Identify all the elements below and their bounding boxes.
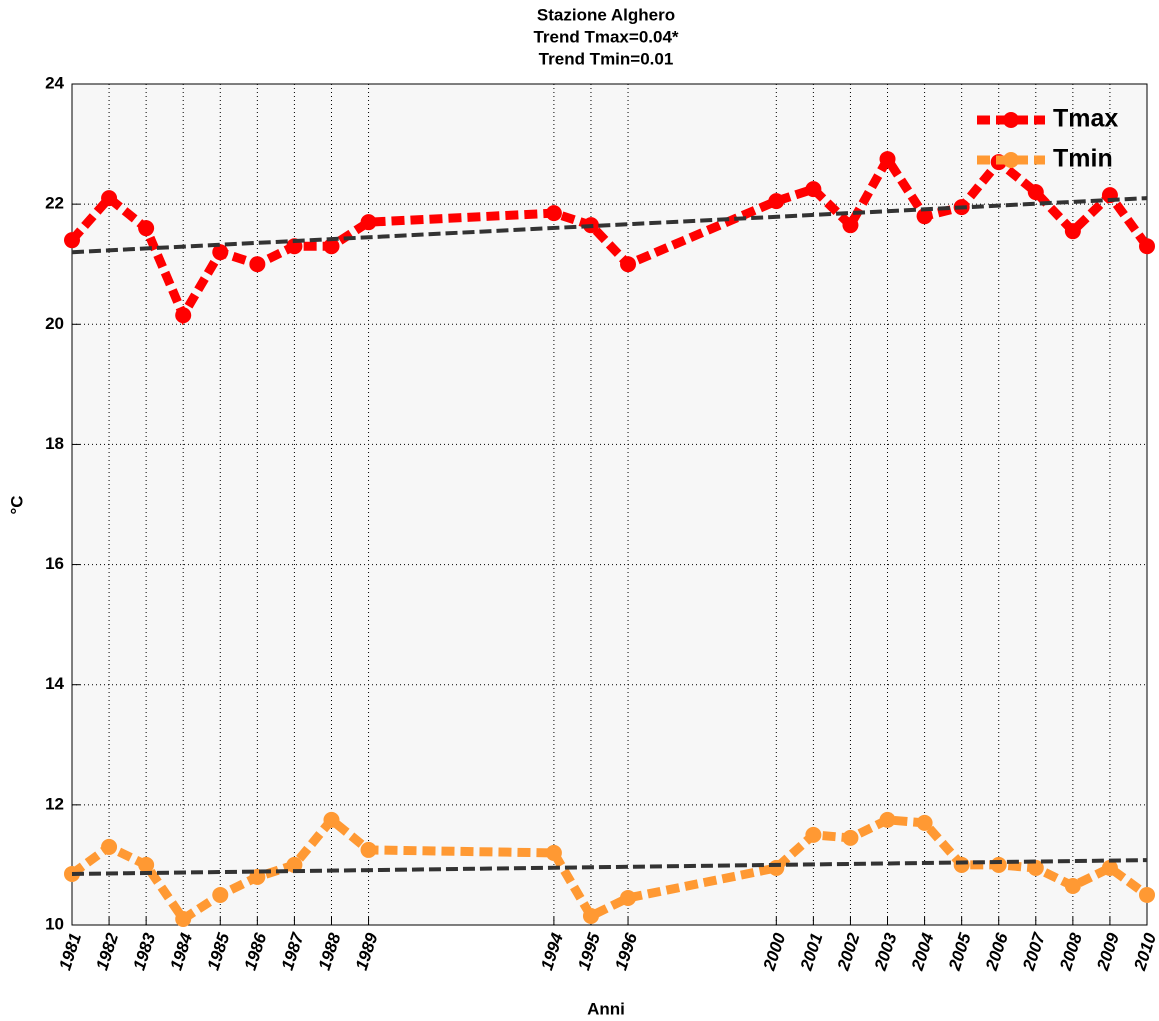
data-point	[175, 307, 192, 324]
data-point	[916, 208, 933, 225]
y-axis-label: °C	[7, 495, 26, 514]
data-point	[64, 232, 80, 249]
data-point	[323, 811, 340, 828]
data-point	[545, 205, 562, 222]
data-point	[620, 256, 637, 273]
data-point	[212, 244, 229, 261]
data-point	[286, 856, 303, 873]
data-point	[1027, 859, 1044, 876]
data-point	[805, 181, 822, 198]
data-point	[1139, 886, 1155, 903]
legend-marker	[1003, 152, 1019, 168]
data-point	[360, 214, 377, 231]
x-tick-label: 1983	[129, 930, 159, 972]
x-tick-label: 2000	[759, 930, 789, 973]
data-point	[842, 217, 859, 234]
data-point	[1064, 877, 1081, 894]
x-axis-label: Anni	[587, 999, 625, 1018]
legend-label: Tmin	[1053, 145, 1113, 173]
data-point	[1101, 859, 1118, 876]
data-point	[323, 238, 340, 255]
x-tick-label: 2005	[945, 930, 975, 973]
data-point	[101, 838, 118, 855]
x-tick-label: 1984	[167, 930, 197, 972]
data-point	[545, 844, 562, 861]
data-line	[69, 813, 1150, 926]
x-tick-label: 2003	[871, 930, 901, 973]
trend-line	[71, 858, 1148, 876]
data-point	[212, 886, 229, 903]
y-tick-label: 12	[45, 794, 64, 813]
data-point	[360, 841, 377, 858]
x-tick-label: 1982	[92, 930, 122, 972]
data-point	[138, 220, 155, 237]
x-tick-label: 1988	[315, 930, 345, 972]
x-tick-label: 2001	[796, 931, 826, 974]
chart-title: Stazione Alghero	[537, 5, 675, 24]
data-point	[101, 190, 118, 207]
x-tick-label: 2006	[982, 930, 1012, 973]
data-point	[175, 910, 192, 927]
x-tick-label: 2007	[1019, 929, 1050, 973]
data-point	[768, 193, 785, 210]
data-point	[1139, 238, 1155, 255]
x-tick-label: 1995	[574, 930, 604, 972]
x-tick-label: 2008	[1056, 930, 1086, 973]
data-point	[582, 907, 599, 924]
y-tick-label: 24	[45, 73, 64, 92]
x-tick-label: 1985	[204, 930, 234, 972]
x-tick-label: 2010	[1130, 930, 1159, 973]
data-point	[842, 829, 859, 846]
data-point	[879, 151, 896, 168]
y-tick-label: 20	[45, 314, 64, 333]
data-point	[620, 889, 637, 906]
x-tick-label: 1981	[55, 931, 85, 973]
x-tick-label: 2004	[908, 930, 938, 973]
x-tick-label: 1987	[278, 929, 308, 972]
y-tick-label: 22	[45, 194, 64, 213]
trend-line	[71, 196, 1148, 255]
data-point	[138, 856, 155, 873]
data-point	[1027, 184, 1044, 201]
y-tick-label: 10	[45, 914, 64, 933]
x-tick-label: 1989	[352, 930, 382, 972]
data-point	[768, 859, 785, 876]
chart-title: Trend Tmin=0.01	[539, 49, 674, 68]
data-point	[1064, 223, 1081, 240]
y-tick-label: 16	[45, 554, 64, 573]
legend-label: Tmax	[1053, 105, 1118, 133]
chart-title: Trend Tmax=0.04*	[533, 27, 678, 46]
data-point	[916, 814, 933, 831]
x-tick-label: 1996	[611, 930, 641, 972]
data-point	[879, 811, 896, 828]
data-point	[953, 856, 970, 873]
legend-marker	[1003, 112, 1019, 128]
plot-area	[72, 84, 1147, 925]
plot-frame	[71, 83, 1148, 926]
data-point	[990, 856, 1007, 873]
x-tick-label: 1986	[241, 930, 271, 972]
x-tick-label: 1994	[537, 930, 567, 972]
x-tick-label: 2002	[833, 930, 863, 973]
y-tick-label: 14	[45, 674, 64, 693]
data-point	[805, 826, 822, 843]
y-tick-label: 18	[45, 434, 64, 453]
x-tick-label: 2009	[1093, 930, 1123, 973]
data-point	[249, 256, 266, 273]
